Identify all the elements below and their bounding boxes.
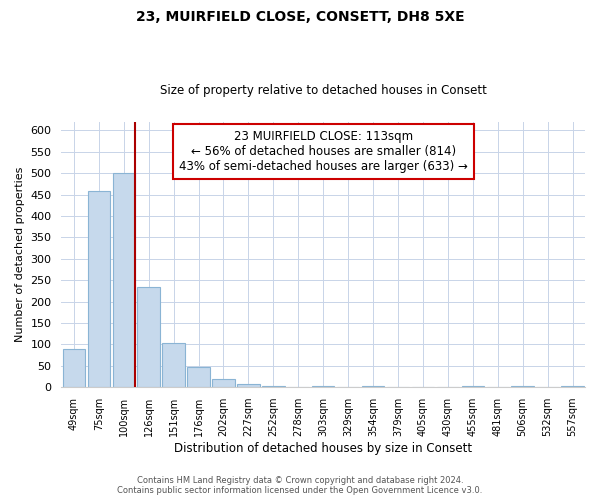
Bar (62, 348, 85, 387)
Bar (113, 173, 135, 387)
Bar (237, 384, 260, 387)
Bar (562, 386, 584, 387)
Text: Contains HM Land Registry data © Crown copyright and database right 2024.
Contai: Contains HM Land Registry data © Crown c… (118, 476, 482, 495)
Bar (163, 343, 185, 387)
Text: 23 MUIRFIELD CLOSE: 113sqm
← 56% of detached houses are smaller (814)
43% of sem: 23 MUIRFIELD CLOSE: 113sqm ← 56% of deta… (179, 130, 467, 172)
Bar (137, 286, 160, 387)
Bar (511, 386, 534, 387)
Text: 23, MUIRFIELD CLOSE, CONSETT, DH8 5XE: 23, MUIRFIELD CLOSE, CONSETT, DH8 5XE (136, 10, 464, 24)
Bar (362, 386, 384, 387)
Bar (212, 379, 235, 387)
Y-axis label: Number of detached properties: Number of detached properties (15, 167, 25, 342)
Bar (187, 367, 210, 387)
Title: Size of property relative to detached houses in Consett: Size of property relative to detached ho… (160, 84, 487, 97)
X-axis label: Distribution of detached houses by size in Consett: Distribution of detached houses by size … (174, 442, 472, 455)
Bar (88, 191, 110, 387)
Bar (262, 386, 284, 387)
Bar (312, 386, 334, 387)
Bar (461, 386, 484, 387)
